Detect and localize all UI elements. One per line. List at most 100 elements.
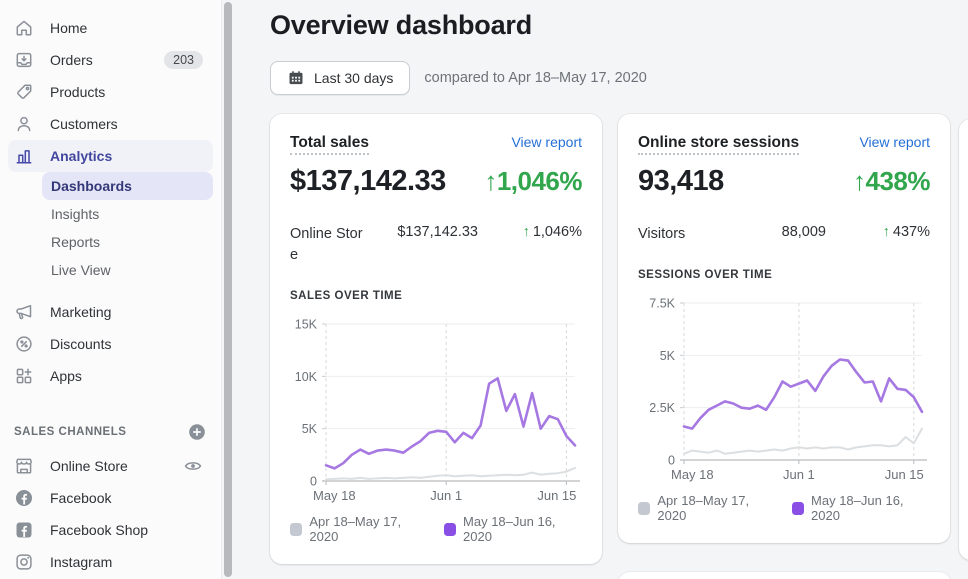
sidebar-item-label: Facebook — [50, 490, 112, 506]
main-content: Overview dashboard Last 30 days compared… — [234, 0, 968, 579]
svg-text:Jun 15: Jun 15 — [537, 488, 576, 503]
sidebar-item-customers[interactable]: Customers — [8, 108, 213, 140]
orders-count-badge: 203 — [164, 51, 203, 69]
customers-person-icon — [17, 116, 31, 132]
view-report-link[interactable]: View report — [859, 134, 930, 150]
sidebar-item-label: Home — [50, 20, 88, 36]
legend-previous-period: Apr 18–May 17, 2020 — [638, 493, 776, 523]
analytics-bar-chart-icon — [16, 150, 32, 164]
sidebar-item-orders[interactable]: Orders 203 — [8, 44, 213, 76]
facebook-icon — [16, 490, 32, 506]
svg-text:5K: 5K — [302, 422, 318, 436]
add-sales-channel-button[interactable] — [187, 422, 207, 442]
sidebar-item-analytics[interactable]: Analytics — [8, 140, 213, 172]
sidebar-subitem-reports[interactable]: Reports — [42, 228, 213, 256]
up-arrow-icon: ↑ — [522, 224, 530, 240]
breakdown-label: Visitors — [638, 226, 686, 242]
sidebar-item-label: Online Store — [50, 458, 128, 474]
sessions-delta: ↑438% — [853, 166, 931, 196]
vertical-scrollbar[interactable] — [224, 2, 232, 577]
legend-current-period: May 18–Jun 16, 2020 — [791, 493, 930, 523]
svg-text:15K: 15K — [295, 318, 318, 332]
sidebar-subitem-label: Dashboards — [51, 178, 132, 194]
card-title: Online store sessions — [638, 134, 800, 155]
sidebar-subitem-live-view[interactable]: Live View — [42, 256, 213, 284]
marketing-megaphone-icon — [16, 304, 32, 320]
breakdown-delta: ↑ 1,046% — [522, 224, 582, 240]
sidebar-item-label: Instagram — [50, 554, 113, 570]
view-online-store-eye-icon[interactable] — [183, 456, 203, 476]
date-range-label: Last 30 days — [314, 70, 394, 86]
sidebar-item-label: Orders — [50, 52, 93, 68]
metric-cards: Total sales View report $137,142.33 ↑1,0… — [270, 114, 968, 565]
sidebar-item-label: Facebook Shop — [50, 522, 149, 538]
sidebar-item-facebook-shop[interactable]: Facebook Shop — [8, 514, 213, 546]
page-title: Overview dashboard — [270, 10, 532, 40]
sidebar: Home Orders 203 Products Customers Analy… — [0, 0, 222, 579]
legend-swatch-purple — [791, 501, 805, 515]
chart-heading: SALES OVER TIME — [290, 290, 403, 303]
sidebar-subitem-insights[interactable]: Insights — [42, 200, 213, 228]
chart-heading: SESSIONS OVER TIME — [638, 269, 773, 282]
discounts-percent-icon — [16, 336, 32, 352]
svg-text:10K: 10K — [295, 370, 318, 384]
breakdown-value: 88,009 — [781, 224, 826, 240]
sidebar-item-products[interactable]: Products — [8, 76, 213, 108]
sidebar-item-marketing[interactable]: Marketing — [8, 296, 213, 328]
sidebar-item-online-store[interactable]: Online Store — [8, 450, 213, 482]
legend-swatch-purple — [443, 522, 457, 536]
partial-card-right — [959, 119, 968, 560]
home-icon — [16, 20, 32, 36]
svg-text:May 18: May 18 — [671, 467, 714, 482]
sales-breakdown-row: Online Store $137,142.33 ↑ 1,046% — [290, 224, 582, 266]
sessions-over-time-chart: 7.5K 5K 2.5K 0 May 18 Jun 1 Jun 15 — [638, 291, 930, 483]
legend-swatch-gray — [290, 522, 303, 536]
sidebar-item-label: Products — [50, 84, 106, 100]
products-tag-icon — [17, 84, 32, 99]
sessions-value: 93,418 — [638, 165, 724, 197]
sidebar-item-apps[interactable]: Apps — [8, 360, 213, 392]
total-sales-card: Total sales View report $137,142.33 ↑1,0… — [270, 114, 602, 565]
calendar-icon — [289, 71, 303, 85]
breakdown-value: $137,142.33 — [397, 224, 478, 240]
date-controls: Last 30 days compared to Apr 18–May 17, … — [270, 61, 968, 95]
sidebar-item-discounts[interactable]: Discounts — [8, 328, 213, 360]
svg-text:Jun 1: Jun 1 — [783, 467, 815, 482]
chart-legend: Apr 18–May 17, 2020 May 18–Jun 16, 2020 — [638, 493, 930, 523]
facebook-shop-icon — [16, 522, 32, 538]
sidebar-item-label: Customers — [50, 116, 118, 132]
svg-text:2.5K: 2.5K — [649, 401, 675, 415]
card-title: Total sales — [290, 134, 369, 155]
sidebar-item-label: Marketing — [50, 304, 112, 320]
sidebar-item-home[interactable]: Home — [8, 12, 213, 44]
breakdown-label: Online Store — [290, 226, 363, 264]
sidebar-item-label: Apps — [50, 368, 82, 384]
sidebar-subitem-dashboards[interactable]: Dashboards — [42, 172, 213, 200]
sales-over-time-chart: 15K 10K 5K 0 May 18 Jun 1 Jun 15 — [290, 312, 582, 504]
legend-swatch-gray — [638, 501, 651, 515]
date-range-button[interactable]: Last 30 days — [270, 61, 411, 95]
partial-card-below — [618, 572, 951, 579]
svg-text:7.5K: 7.5K — [649, 297, 675, 311]
breakdown-delta: ↑ 437% — [882, 224, 930, 240]
total-sales-delta: ↑1,046% — [484, 166, 582, 196]
visitors-row: Visitors 88,009 ↑ 437% — [638, 224, 930, 245]
compare-period-text: compared to Apr 18–May 17, 2020 — [424, 70, 647, 86]
online-store-storefront-icon — [16, 458, 32, 474]
sidebar-subitem-label: Insights — [51, 206, 100, 222]
sidebar-item-facebook[interactable]: Facebook — [8, 482, 213, 514]
svg-text:Jun 15: Jun 15 — [885, 467, 924, 482]
sidebar-item-label: Analytics — [50, 148, 113, 164]
legend-previous-period: Apr 18–May 17, 2020 — [290, 514, 428, 544]
total-sales-value: $137,142.33 — [290, 165, 446, 197]
sidebar-subitem-label: Live View — [51, 262, 111, 278]
apps-grid-icon — [16, 368, 32, 384]
online-store-sessions-card: Online store sessions View report 93,418… — [618, 114, 950, 544]
view-report-link[interactable]: View report — [511, 134, 582, 150]
chart-legend: Apr 18–May 17, 2020 May 18–Jun 16, 2020 — [290, 514, 582, 544]
legend-current-period: May 18–Jun 16, 2020 — [443, 514, 582, 544]
sidebar-item-label: Discounts — [50, 336, 112, 352]
svg-text:0: 0 — [668, 454, 675, 468]
sidebar-item-instagram[interactable]: Instagram — [8, 546, 213, 578]
up-arrow-icon: ↑ — [882, 224, 890, 240]
